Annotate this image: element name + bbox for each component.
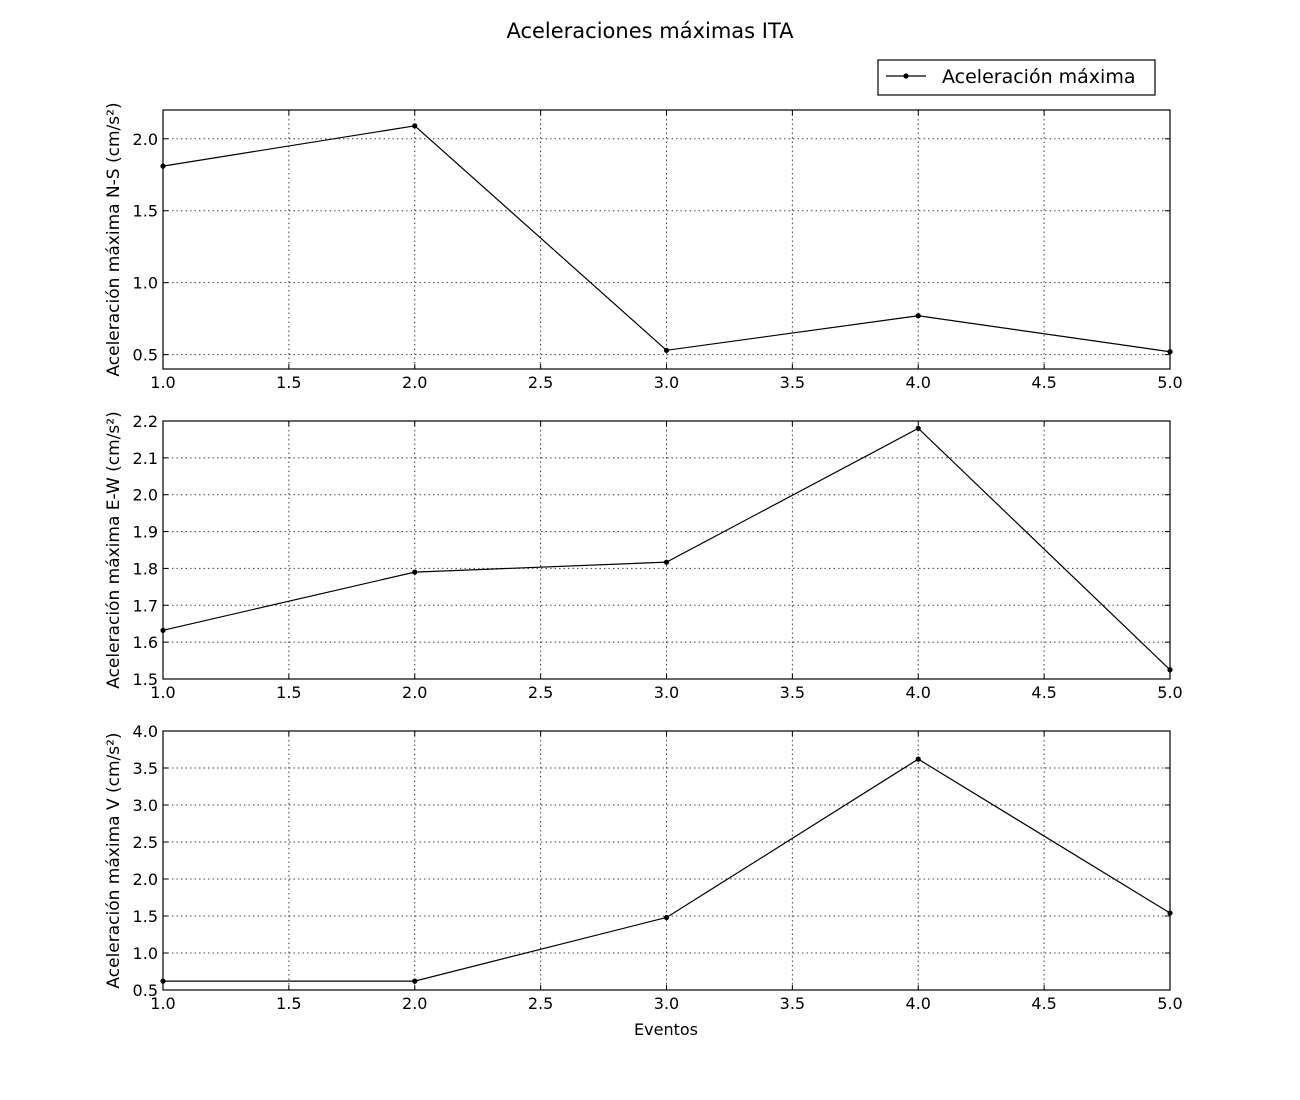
y-tick-label: 1.5	[133, 907, 158, 926]
y-tick-label: 1.5	[133, 670, 158, 689]
x-tick-label: 2.5	[528, 683, 553, 702]
data-point	[915, 425, 921, 431]
legend: Aceleración máxima	[877, 59, 1156, 96]
y-tick-label: 2.0	[133, 870, 158, 889]
y-tick-label: 4.0	[133, 722, 158, 741]
legend-label: Aceleración máxima	[942, 66, 1135, 88]
x-tick-label: 4.0	[906, 683, 931, 702]
x-tick-label: 2.0	[402, 683, 427, 702]
x-tick-label: 2.0	[402, 373, 427, 392]
y-axis-label: Aceleración máxima E-W (cm/s²)	[104, 411, 124, 689]
y-tick-label: 2.0	[133, 130, 158, 149]
x-tick-label: 4.0	[906, 994, 931, 1013]
x-tick-label: 2.5	[528, 994, 553, 1013]
x-tick-label: 4.5	[1031, 373, 1056, 392]
subplot-3: 1.0 1.5 2.0 2.5 3.0 3.5 4.0 4.5 5.00.51.01.52.02…	[104, 722, 1183, 1013]
y-tick-label: 1.0	[133, 944, 158, 963]
x-tick-label: 4.0	[906, 373, 931, 392]
y-tick-label: 2.0	[133, 486, 158, 505]
x-tick-label: 5.0	[1157, 683, 1182, 702]
figure-title: Aceleraciones máximas ITA	[506, 19, 794, 43]
data-point	[412, 123, 418, 129]
y-axis-label: Aceleración máxima N-S (cm/s²)	[104, 102, 124, 376]
x-tick-label: 4.5	[1031, 683, 1056, 702]
x-tick-label: 3.5	[780, 683, 805, 702]
x-tick-label: 3.0	[654, 683, 679, 702]
y-tick-label: 0.5	[133, 981, 158, 1000]
data-point	[915, 313, 921, 319]
x-axis-label: Eventos	[634, 1020, 698, 1039]
legend-box	[877, 59, 1156, 96]
x-tick-label: 1.0	[150, 683, 175, 702]
x-tick-label: 1.5	[276, 994, 301, 1013]
y-tick-label: 1.6	[133, 633, 158, 652]
x-tick-label: 1.0	[150, 373, 175, 392]
y-tick-label: 1.7	[133, 596, 158, 615]
data-point	[663, 347, 670, 353]
x-tick-label: 5.0	[1157, 994, 1182, 1013]
y-tick-label: 1.5	[133, 202, 158, 221]
y-tick-label: 2.1	[133, 449, 158, 468]
y-tick-label: 0.5	[133, 346, 158, 365]
subplot-1: 1.0 1.5 2.0 2.5 3.0 3.5 4.0 4.5 5.0 0.5 1.0 1.5 2.0 A…	[104, 102, 1183, 392]
x-tick-label: 3.0	[654, 373, 679, 392]
data-point	[663, 914, 670, 921]
subplot-2: 1.0 1.5 2.0 2.5 3.0 3.5 4.0 4.5 5.01.51.61.71.81…	[104, 411, 1183, 702]
x-tick-label: 1.5	[276, 683, 301, 702]
y-tick-label: 1.0	[133, 274, 158, 293]
x-tick-label: 3.5	[780, 373, 805, 392]
x-tick-label: 1.0	[150, 994, 175, 1013]
x-tick-label: 1.5	[276, 373, 301, 392]
data-point	[412, 569, 418, 575]
subplots: 1.0 1.5 2.0 2.5 3.0 3.5 4.0 4.5 5.00.51.01.52.0A…	[104, 102, 1183, 1013]
y-tick-label: 3.0	[133, 796, 158, 815]
y-tick-label: 2.5	[133, 833, 158, 852]
x-tick-label: 3.0	[654, 994, 679, 1013]
y-tick-label: 1.8	[133, 559, 158, 578]
x-tick-label: 4.5	[1031, 994, 1056, 1013]
data-point	[412, 978, 418, 984]
legend-marker-sample	[903, 73, 909, 79]
x-tick-label: 2.0	[402, 994, 427, 1013]
x-tick-label: 5.0	[1157, 373, 1182, 392]
y-tick-label: 2.2	[133, 412, 158, 431]
y-axis-label: Aceleración máxima V (cm/s²)	[104, 732, 124, 988]
x-tick-label: 3.5	[780, 994, 805, 1013]
y-tick-label: 3.5	[133, 759, 158, 778]
x-tick-label: 2.5	[528, 373, 553, 392]
y-tick-label: 1.9	[133, 523, 158, 542]
data-point	[915, 756, 921, 762]
data-point	[663, 559, 670, 565]
